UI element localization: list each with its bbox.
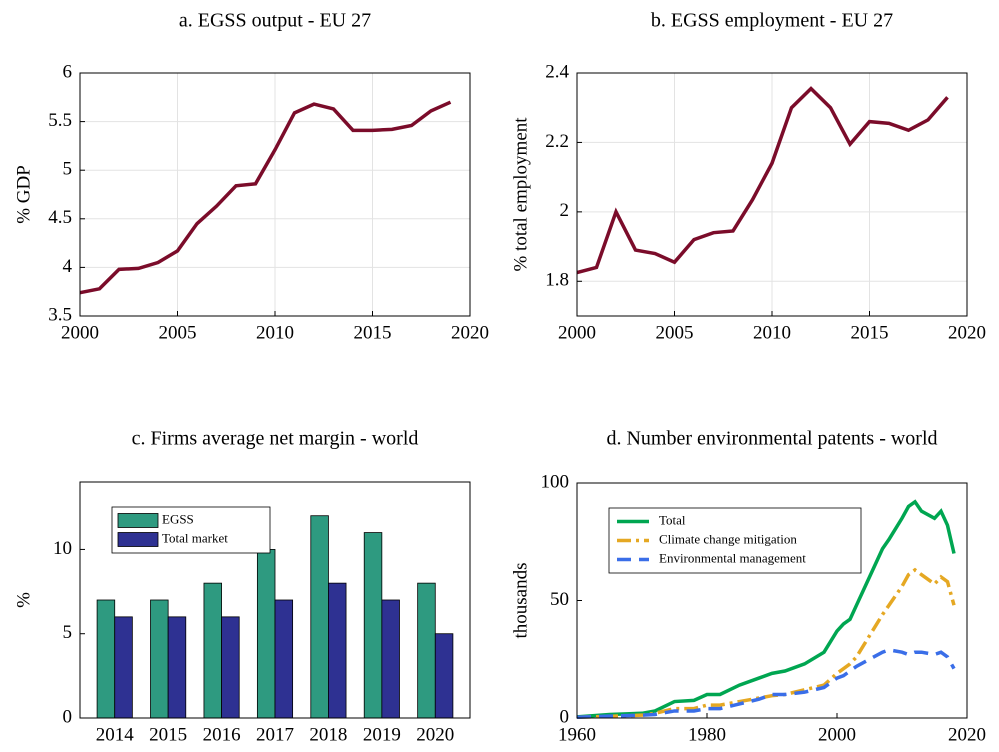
legend-label: Environmental management <box>659 550 806 565</box>
legend-label: Total market <box>162 530 228 545</box>
bar <box>96 599 116 719</box>
y-tick-label: 6 <box>63 61 73 82</box>
line-series <box>576 86 949 275</box>
x-tick-label: 2005 <box>656 322 694 343</box>
bar <box>150 599 169 719</box>
y-tick-label: 10 <box>53 538 72 559</box>
plot-frame <box>79 481 471 719</box>
line-series <box>576 648 956 720</box>
bar <box>114 616 133 719</box>
legend-label: Total <box>659 512 686 527</box>
x-tick-label: 2015 <box>149 724 187 745</box>
bar <box>381 599 400 719</box>
legend-label: EGSS <box>162 511 194 526</box>
x-tick-label: 2000 <box>61 322 99 343</box>
x-tick-label: 2000 <box>818 724 856 745</box>
x-tick-label: 2016 <box>203 724 241 745</box>
x-tick-label: 2020 <box>948 724 986 745</box>
y-axis-label: thousands <box>510 563 531 639</box>
x-tick-label: 1980 <box>688 724 726 745</box>
bar <box>221 616 240 719</box>
panel-title: a. EGSS output - EU 27 <box>179 10 371 32</box>
y-tick-label: 2.4 <box>545 61 569 82</box>
legend-box <box>608 507 862 574</box>
y-tick-label: 5.5 <box>48 110 72 131</box>
y-axis-label: % <box>13 592 34 608</box>
x-tick-label: 2010 <box>256 322 294 343</box>
line-series <box>576 499 956 719</box>
x-tick-label: 2018 <box>309 724 347 745</box>
x-tick-label: 2017 <box>256 724 294 745</box>
line-series <box>79 100 452 295</box>
x-tick-label: 2019 <box>363 724 401 745</box>
y-tick-label: 4 <box>63 256 73 277</box>
x-tick-label: 2020 <box>451 322 489 343</box>
y-tick-label: 5 <box>63 622 73 643</box>
legend-label: Climate change mitigation <box>659 531 797 546</box>
bar <box>417 582 436 719</box>
legend-swatch <box>117 513 159 528</box>
x-tick-label: 2015 <box>851 322 889 343</box>
y-tick-label: 0 <box>560 706 570 727</box>
y-axis-label: % GDP <box>13 165 34 224</box>
x-tick-label: 2020 <box>948 322 986 343</box>
x-tick-label: 2014 <box>96 724 135 745</box>
panel-title: c. Firms average net margin - world <box>132 428 419 450</box>
bar <box>274 599 294 719</box>
panel-title: d. Number environmental patents - world <box>606 428 937 450</box>
panel-title: b. EGSS employment - EU 27 <box>651 10 893 32</box>
bar <box>434 633 454 719</box>
bar <box>256 549 276 719</box>
y-tick-label: 2 <box>560 200 570 221</box>
y-tick-label: 2.2 <box>545 131 569 152</box>
bar <box>363 532 383 719</box>
y-axis-label: % total employment <box>510 117 531 272</box>
x-tick-label: 2000 <box>558 322 596 343</box>
y-tick-label: 0 <box>63 706 73 727</box>
plot-frame <box>576 482 968 719</box>
x-tick-label: 2015 <box>354 322 392 343</box>
x-tick-label: 2005 <box>159 322 197 343</box>
x-tick-label: 2020 <box>416 724 454 745</box>
y-tick-label: 4.5 <box>48 207 72 228</box>
y-tick-label: 5 <box>63 159 73 180</box>
plot-frame <box>79 72 471 317</box>
bar <box>203 582 222 719</box>
y-tick-label: 1.8 <box>545 270 569 291</box>
x-tick-label: 1960 <box>558 724 596 745</box>
bar <box>167 616 187 719</box>
x-tick-label: 2010 <box>753 322 791 343</box>
y-tick-label: 3.5 <box>48 304 72 325</box>
y-tick-label: 50 <box>550 589 569 610</box>
bar <box>310 515 329 719</box>
bar <box>328 582 347 719</box>
legend-swatch <box>117 532 159 547</box>
y-tick-label: 100 <box>541 471 570 492</box>
plot-frame <box>576 72 968 317</box>
line-series <box>576 567 956 720</box>
